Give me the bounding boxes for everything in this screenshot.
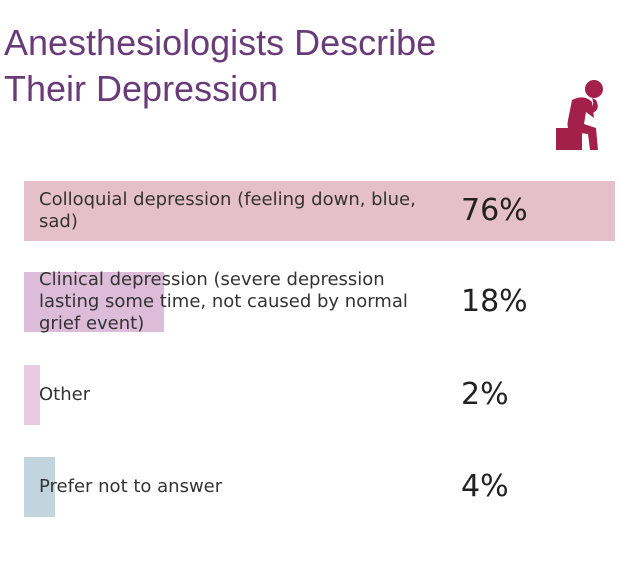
- value-label: 76%: [461, 193, 528, 228]
- bar: [24, 365, 40, 425]
- chart-title: Anesthesiologists Describe Their Depress…: [4, 22, 437, 109]
- bar: [24, 272, 164, 332]
- category-label: Prefer not to answer: [39, 476, 223, 497]
- bar: [24, 457, 56, 517]
- value-label: 2%: [461, 377, 509, 412]
- category-label: Clinical depression (severe depression l…: [39, 269, 408, 334]
- category-label: Other: [39, 384, 91, 405]
- bar: [24, 181, 615, 241]
- category-label: Colloquial depression (feeling down, blu…: [39, 189, 416, 232]
- value-label: 18%: [461, 284, 528, 319]
- icon: [556, 80, 603, 150]
- value-label: 4%: [461, 469, 509, 504]
